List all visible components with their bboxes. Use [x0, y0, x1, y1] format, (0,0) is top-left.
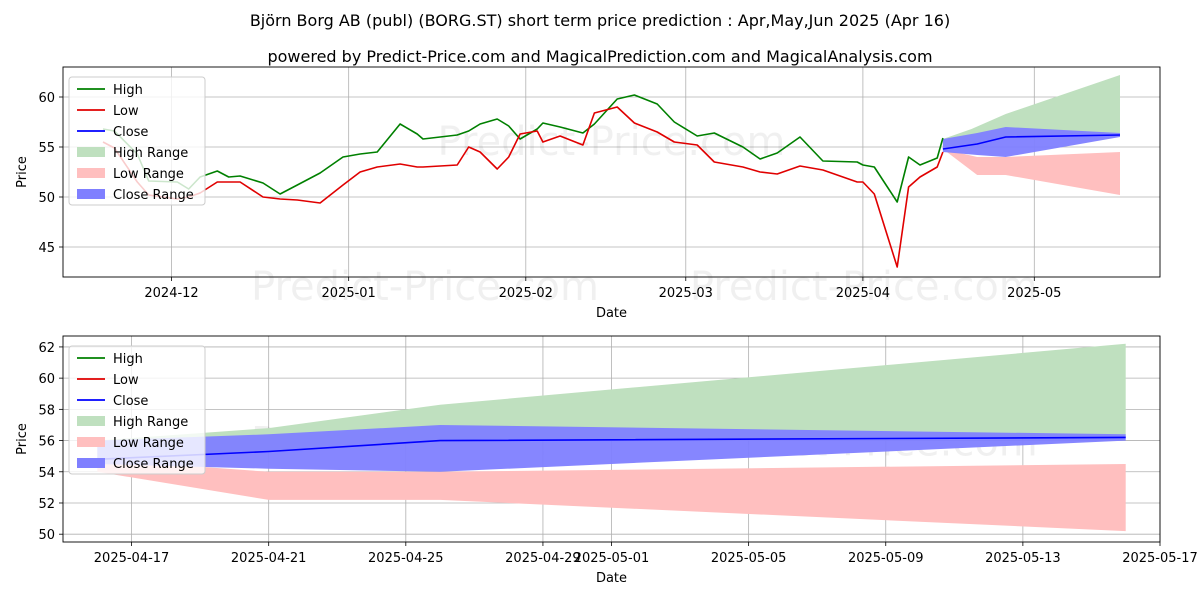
- x-tick-label: 2025-04-25: [368, 551, 444, 566]
- legend-entry-label: Close: [113, 394, 148, 409]
- y-tick-label: 60: [38, 91, 55, 106]
- x-tick-label: 2025-05-13: [985, 551, 1061, 566]
- legend-entry-label: Close: [113, 125, 148, 140]
- chart-title: Björn Borg AB (publ) (BORG.ST) short ter…: [250, 11, 950, 30]
- top-chart-panel: 2024-12 2025-01 2025-02 2025-03 2025-04 2025-…: [15, 66, 1161, 321]
- legend-entry-label: Close Range: [113, 188, 194, 203]
- y-tick-label: 50: [38, 191, 55, 206]
- legend-entry-label: High: [113, 83, 143, 98]
- y-tick-label: 55: [38, 141, 55, 156]
- legend-entry-label: Low Range: [113, 436, 184, 451]
- plot-area: [102, 75, 1121, 268]
- x-tick-label: 2025-04: [836, 286, 890, 301]
- x-tick-label: 2025-05-09: [848, 551, 924, 566]
- x-tick-label: 2025-01: [322, 286, 376, 301]
- legend-swatch-patch: [77, 458, 105, 468]
- x-tick-label: 2025-04-17: [94, 551, 170, 566]
- close-series-line: [942, 134, 1121, 150]
- plot-frame: [62, 335, 1161, 543]
- low-range-band: [97, 459, 1126, 532]
- legend-swatch-patch: [77, 189, 105, 199]
- low-range-band: [942, 149, 1120, 195]
- watermark-text: Predict-Price.com: [690, 264, 1038, 310]
- x-tick-label: 2025-04-29: [505, 551, 581, 566]
- chart-subtitle: powered by Predict-Price.com and Magical…: [267, 47, 932, 66]
- legend-entry-label: Low: [113, 104, 139, 119]
- legend-entry-label: Close Range: [113, 457, 194, 472]
- legend-swatch-patch: [77, 168, 105, 178]
- legend-swatch-patch: [77, 416, 105, 426]
- high-range-band: [942, 75, 1120, 149]
- y-axis-label: Price: [15, 423, 30, 455]
- y-tick-label: 62: [38, 341, 55, 356]
- x-tick-label: 2025-05-05: [711, 551, 787, 566]
- x-tick-label: 2025-05-01: [574, 551, 650, 566]
- low-series-line: [102, 106, 944, 268]
- plot-frame: [62, 66, 1161, 278]
- y-tick-label: 56: [38, 435, 55, 450]
- legend-swatch-patch: [77, 147, 105, 157]
- high-series-line: [102, 94, 944, 203]
- watermark-text: Predict-Price.com: [438, 119, 786, 165]
- x-tick-label: 2025-03: [659, 286, 713, 301]
- x-tick-label: 2024-12: [144, 286, 198, 301]
- close-range-band: [942, 127, 1120, 157]
- y-tick-label: 60: [38, 372, 55, 387]
- legend-entry-label: Low Range: [113, 167, 184, 182]
- x-tick-label: 2025-04-21: [231, 551, 307, 566]
- legend: High Low Close High Range Low Range Close Ran…: [68, 345, 206, 475]
- x-tick-label: 2025-05-17: [1122, 551, 1198, 566]
- y-tick-label: 45: [38, 241, 55, 256]
- x-tick-label: 2025-02: [499, 286, 553, 301]
- watermark-text: Predict-Price.com: [251, 264, 599, 310]
- x-axis-label: Date: [596, 306, 627, 321]
- y-tick-label: 58: [38, 403, 55, 418]
- x-axis-label: Date: [596, 571, 627, 586]
- y-axis-label: Price: [15, 156, 30, 188]
- bottom-chart-panel: 2025-04-17 2025-04-21 2025-04-25 2025-04-29…: [15, 335, 1198, 586]
- y-tick-label: 54: [38, 466, 55, 481]
- x-tick-label: 2025-05: [1007, 286, 1061, 301]
- legend-entry-label: High Range: [113, 146, 188, 161]
- legend-swatch-patch: [77, 437, 105, 447]
- plot-area: [97, 343, 1126, 532]
- legend-entry-label: Low: [113, 373, 139, 388]
- y-tick-label: 52: [38, 497, 55, 512]
- legend-entry-label: High Range: [113, 415, 188, 430]
- legend-entry-label: High: [113, 352, 143, 367]
- close-range-band: [97, 425, 1126, 472]
- y-tick-label: 50: [38, 528, 55, 543]
- legend: High Low Close High Range Low Range Close Ran…: [68, 76, 206, 206]
